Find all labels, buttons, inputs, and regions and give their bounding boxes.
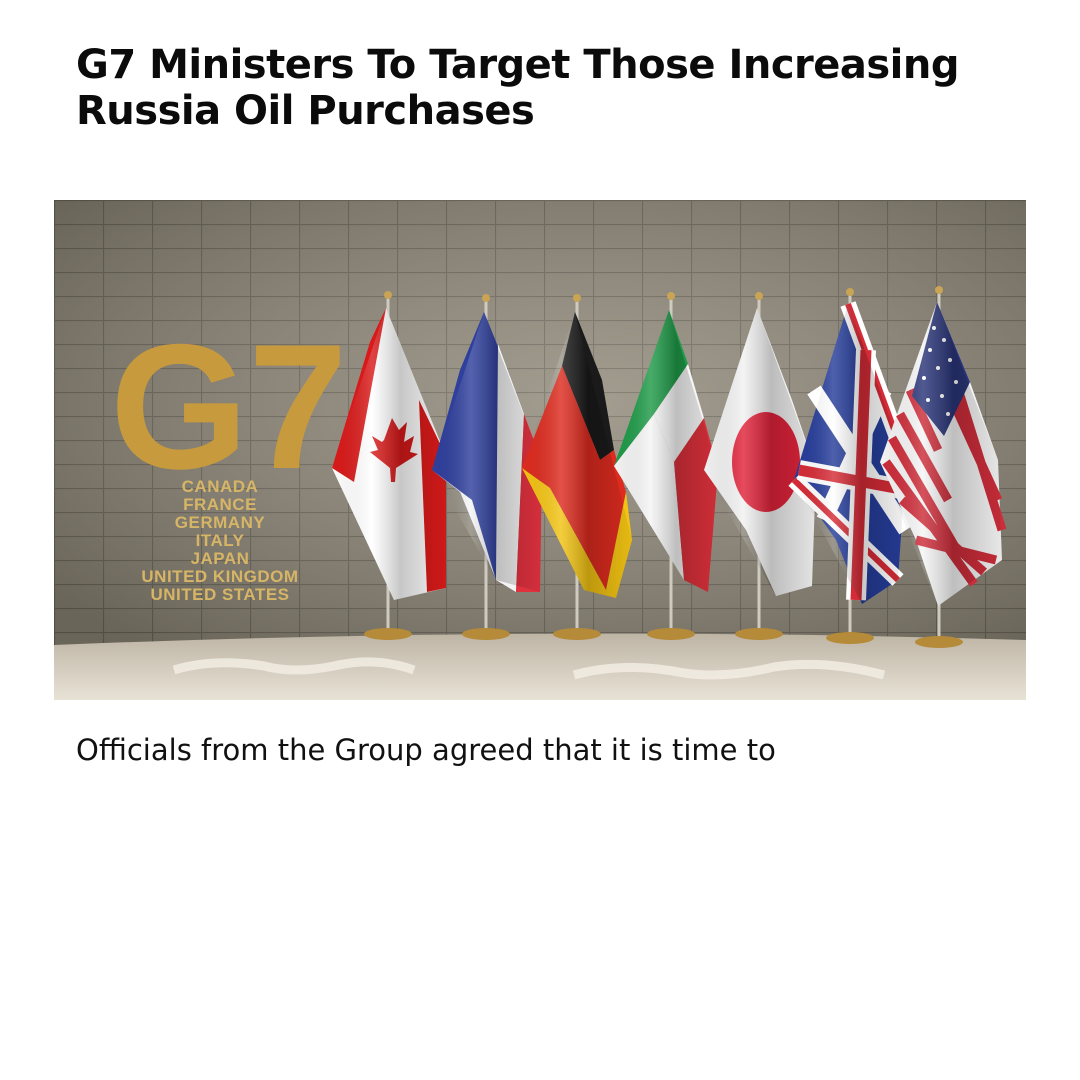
sign-country-italy: ITALY <box>196 531 245 550</box>
g7-sign-text: G7 <box>110 307 347 506</box>
article-headline: G7 Ministers To Target Those Increasing … <box>76 42 960 134</box>
table-surface <box>54 633 1026 700</box>
g7-sign: G7 CANADA FRANCE GERMANY ITALY JAPAN UNI… <box>110 307 347 604</box>
sign-country-france: FRANCE <box>183 495 257 514</box>
sign-country-united-states: UNITED STATES <box>150 585 289 604</box>
germany-flag <box>522 294 632 640</box>
japan-flag <box>704 292 816 640</box>
canada-flag <box>332 291 446 640</box>
sign-country-united-kingdom: UNITED KINGDOM <box>141 567 298 586</box>
article-excerpt: Officials from the Group agreed that it … <box>76 733 776 767</box>
article-hero-image: G7 CANADA FRANCE GERMANY ITALY JAPAN UNI… <box>54 200 1026 700</box>
sign-country-canada: CANADA <box>182 477 259 496</box>
united-kingdom-flag <box>788 288 914 644</box>
france-flag <box>432 294 542 640</box>
italy-flag <box>614 292 718 640</box>
sign-country-japan: JAPAN <box>191 549 250 568</box>
sign-country-germany: GERMANY <box>175 513 266 532</box>
united-states-flag <box>880 286 1007 648</box>
